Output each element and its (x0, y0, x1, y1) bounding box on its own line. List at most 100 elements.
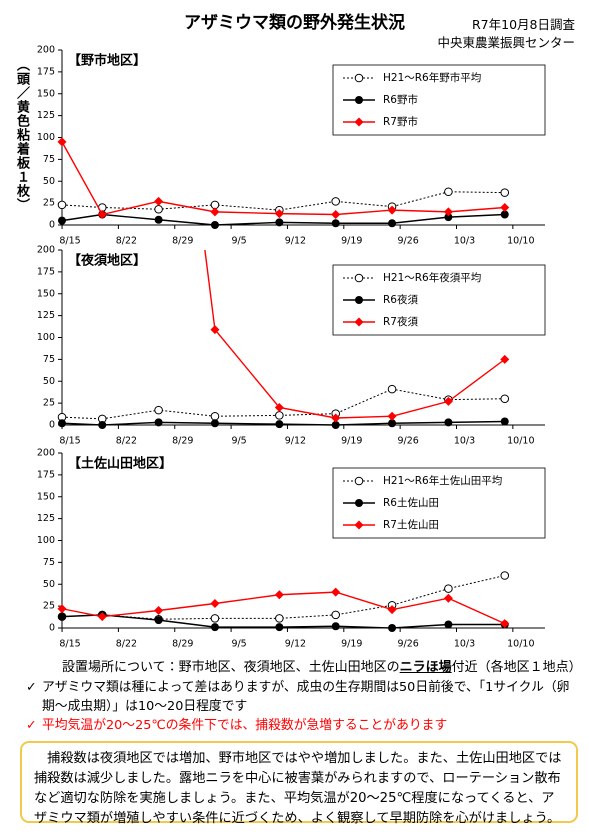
marker (97, 210, 107, 219)
marker (355, 296, 363, 304)
note-text: アザミウマ類は種によって差はありますが、成虫の生存期間は50日前後で、「1サイク… (42, 680, 570, 714)
x-tick-label: 9/12 (285, 436, 306, 447)
marker (331, 413, 341, 423)
legend-label: H21～R6年夜須平均 (383, 271, 481, 284)
x-tick-label: 10/10 (507, 639, 534, 650)
marker (354, 73, 364, 83)
marker (500, 394, 510, 404)
series-line (61, 213, 505, 226)
legend-label: R7土佐山田 (383, 518, 439, 531)
series-group (57, 137, 510, 229)
marker (331, 610, 341, 620)
marker (57, 137, 67, 147)
x-tick-label: 10/10 (507, 436, 534, 447)
location-note: 設置場所について：野市地区、夜須地区、土佐山田地区のニラほ場付近（各地区１地点） (62, 656, 582, 675)
marker (444, 418, 453, 427)
marker (210, 614, 220, 623)
marker (154, 405, 163, 415)
marker (154, 616, 163, 625)
marker (500, 417, 509, 426)
marker (331, 622, 340, 631)
x-tick-label: 9/19 (341, 236, 362, 247)
y-tick-label: 50 (43, 376, 55, 387)
marker (275, 614, 284, 623)
marker (57, 200, 67, 210)
marker (354, 476, 364, 486)
y-tick-label: 175 (37, 469, 55, 480)
legend-label: H21～R6年野市平均 (383, 71, 481, 84)
title: アザミウマ類の野外発生状況 (184, 13, 405, 33)
x-tick-label: 8/29 (172, 639, 193, 650)
x-tick-label: 9/12 (285, 639, 306, 650)
marker (388, 219, 397, 228)
marker (154, 418, 163, 427)
location-text: 付近（各地区１地点） (451, 660, 582, 675)
marker (210, 411, 220, 421)
check-mark: ✓ (26, 718, 37, 733)
x-tick-label: 9/19 (341, 639, 362, 650)
x-tick-label: 9/19 (341, 436, 362, 447)
y-tick-label: 200 (37, 45, 55, 56)
marker (444, 584, 453, 593)
y-tick-label: 25 (43, 198, 55, 209)
marker (444, 213, 453, 222)
marker (354, 273, 364, 283)
x-tick-label: 8/15 (59, 639, 80, 650)
region-label: 【土佐山田地区】 (68, 456, 172, 472)
y-tick-label: 0 (49, 623, 55, 634)
marker (210, 207, 220, 217)
marker (443, 207, 453, 217)
marker (275, 411, 284, 420)
marker (500, 188, 510, 197)
y-tick-label: 125 (37, 110, 55, 121)
series-group (57, 250, 510, 429)
marker (274, 590, 284, 600)
y-tick-label: 175 (37, 266, 55, 277)
x-tick-label: 8/29 (172, 436, 193, 447)
marker (443, 396, 453, 406)
x-tick-label: 9/5 (231, 436, 246, 447)
summary-box: 捕殺数は夜須地区では増加、野市地区ではやや増加しました。また、土佐山田地区では捕… (20, 741, 578, 826)
y-tick-label: 75 (43, 154, 55, 165)
x-tick-label: 9/26 (397, 436, 418, 447)
marker (331, 219, 340, 228)
x-tick-label: 10/3 (454, 436, 475, 447)
x-tick-label: 8/22 (116, 436, 137, 447)
location-text: 設置場所について：野市地区、夜須地区、土佐山田地区の (62, 660, 400, 675)
y-tick-label: 175 (37, 66, 55, 77)
marker (210, 599, 220, 608)
marker (444, 187, 453, 197)
marker (58, 419, 66, 428)
marker (275, 218, 284, 227)
x-tick-label: 10/10 (507, 236, 534, 247)
y-tick-label: 150 (37, 88, 55, 99)
y-tick-label: 0 (49, 420, 55, 431)
marker (443, 593, 453, 603)
survey-date: R7年10月8日調査 (472, 17, 575, 32)
location-emphasis: ニラほ場 (399, 660, 452, 675)
series-line (61, 191, 505, 211)
y-tick-label: 100 (37, 332, 55, 343)
marker (387, 205, 397, 215)
note-item: ✓ 平均気温が20～25℃の条件下では、捕殺数が急増することがあります (26, 716, 571, 735)
marker (97, 612, 107, 622)
marker (388, 624, 397, 632)
organization: 中央東農業振興センター (437, 35, 575, 50)
series-line (61, 614, 505, 629)
marker (331, 421, 340, 429)
y-tick-label: 150 (37, 491, 55, 502)
x-tick-label: 9/5 (231, 236, 246, 247)
marker (500, 203, 510, 212)
marker (154, 215, 163, 224)
marker (355, 96, 363, 104)
marker (154, 204, 163, 214)
marker (210, 419, 219, 428)
marker (500, 210, 509, 219)
marker (354, 317, 364, 327)
marker (57, 604, 67, 614)
marker (354, 520, 364, 530)
legend-label: R6野市 (383, 93, 418, 106)
marker (154, 196, 164, 206)
marker (210, 325, 220, 335)
